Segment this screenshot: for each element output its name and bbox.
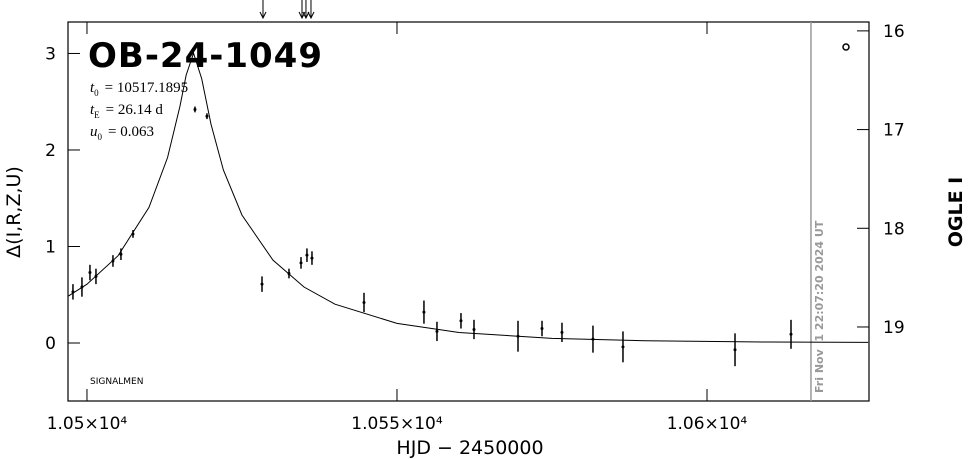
annotation-text: = 10517.1895 xyxy=(105,80,188,96)
annotation-sub: 0 xyxy=(98,132,103,142)
data-point xyxy=(310,256,314,260)
arrow xyxy=(307,0,315,20)
data-point xyxy=(88,271,92,275)
data-point xyxy=(591,337,595,341)
dataset-marker xyxy=(842,43,850,51)
y-axis-label: Δ(I,R,Z,U) xyxy=(3,166,25,258)
data-point xyxy=(71,290,75,294)
data-point xyxy=(435,329,439,333)
y-tick-label: 3 xyxy=(45,44,56,64)
annotation-text: = 0.063 xyxy=(108,124,154,140)
credit: SIGNALMEN xyxy=(90,377,143,387)
chart-title: OB-24-1049 xyxy=(88,36,323,76)
arrow xyxy=(302,0,310,20)
arrow xyxy=(259,0,267,20)
data-point xyxy=(305,253,309,257)
data-point xyxy=(205,114,209,118)
annotation: t0 = 10517.1895 xyxy=(90,80,188,98)
x-tick-label: 1.06×10⁴ xyxy=(667,414,748,434)
y-tick-label: 2 xyxy=(45,141,56,161)
data-point xyxy=(287,272,291,276)
data-point xyxy=(422,310,426,314)
x-axis-label: HJD − 2450000 xyxy=(396,437,543,459)
y-tick-label: 0 xyxy=(45,334,56,354)
data-point xyxy=(733,348,737,352)
data-point xyxy=(299,261,303,265)
data-point xyxy=(560,330,564,334)
y-tick-label: 1 xyxy=(45,237,56,257)
data-point xyxy=(111,259,115,263)
annotation-var: t xyxy=(90,80,95,96)
data-point xyxy=(94,274,98,278)
x-tick-label: 1.05×10⁴ xyxy=(47,414,128,434)
x-tick-label: 1.055×10⁴ xyxy=(351,414,443,434)
data-point xyxy=(459,319,463,323)
y2-axis-label: OGLE I xyxy=(945,177,967,248)
annotation-var: t xyxy=(90,102,95,118)
y2-tick-label: 18 xyxy=(883,219,905,239)
y2-tick-label: 16 xyxy=(883,22,905,42)
data-point xyxy=(789,332,793,336)
data-point xyxy=(131,232,135,236)
data-point xyxy=(119,252,123,256)
data-point xyxy=(80,285,84,289)
model-curve xyxy=(68,51,869,343)
timestamp: Fri Nov 1 22:07:20 2024 UT xyxy=(813,220,826,393)
data-point xyxy=(516,334,520,338)
data-point xyxy=(193,107,197,111)
data-point xyxy=(472,327,476,331)
data-point xyxy=(540,327,544,331)
annotation: tE = 26.14 d xyxy=(90,102,163,120)
data-point xyxy=(362,300,366,304)
annotation-sub: 0 xyxy=(94,88,99,98)
annotation-text: = 26.14 d xyxy=(106,102,164,118)
y2-tick-label: 19 xyxy=(883,318,905,338)
data-point xyxy=(621,345,625,349)
annotation-var: u xyxy=(90,124,98,140)
data-point xyxy=(260,282,264,286)
plot-frame xyxy=(67,21,870,402)
annotation: u0 = 0.063 xyxy=(90,124,154,142)
y2-tick-label: 17 xyxy=(883,121,905,141)
annotation-sub: E xyxy=(94,110,100,120)
